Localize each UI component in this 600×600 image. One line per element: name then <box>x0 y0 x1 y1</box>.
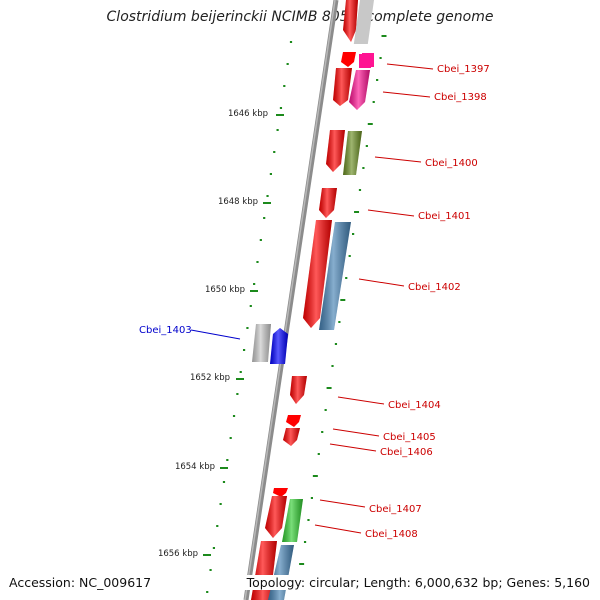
accession-text: Accession: NC_009617 <box>7 575 154 590</box>
gene-cbei-1403[interactable]: Cbei_1403 <box>139 325 288 364</box>
scale-tick-label: 1646 kbp <box>228 109 268 119</box>
gene-cbei-1406[interactable]: Cbei_1406 <box>329 443 433 458</box>
gene-label[interactable]: Cbei_1398 <box>434 92 487 103</box>
gene-label[interactable]: Cbei_1403 <box>139 325 192 336</box>
gene-cbei-1398[interactable]: Cbei_1398 <box>349 70 487 110</box>
scale-tick: 1656 kbp <box>158 549 211 559</box>
gene-label[interactable]: Cbei_1405 <box>383 432 436 443</box>
map-title: Clostridium beijerinckii NCIMB 8052, com… <box>106 9 494 25</box>
gene-cbei-1407[interactable]: Cbei_1407 <box>282 499 422 542</box>
scale-tick: 1652 kbp <box>190 373 244 383</box>
gene-cbei-1405[interactable]: Cbei_1405 <box>332 428 436 443</box>
gene-cbei-1397[interactable]: Cbei_1397 <box>359 54 490 75</box>
gene-cbei-1404[interactable]: Cbei_1404 <box>337 396 441 411</box>
gene-arrow[interactable] <box>333 68 352 106</box>
scale-ticks: 1646 kbp 1648 kbp 1650 kbp 1652 kbp 1654… <box>158 109 284 559</box>
gene-arrow[interactable] <box>353 0 374 44</box>
gene-arrow[interactable] <box>290 376 307 404</box>
scale-tick-label: 1648 kbp <box>218 197 258 207</box>
scale-tick-label: 1650 kbp <box>205 285 245 295</box>
scale-tick: 1648 kbp <box>218 197 271 207</box>
gene-cbei-1400[interactable]: Cbei_1400 <box>343 131 478 175</box>
gene-label[interactable]: Cbei_1402 <box>408 282 461 293</box>
outer-dotted-track <box>297 35 387 587</box>
gene-label[interactable]: Cbei_1397 <box>437 64 490 75</box>
gene-label[interactable]: Cbei_1407 <box>369 504 422 515</box>
gene-arrow[interactable] <box>286 415 301 427</box>
labeled-genes: Cbei_1397 Cbei_1398 Cbei_1400 Cbei_1401 <box>139 54 490 600</box>
gene-label[interactable]: Cbei_1404 <box>388 400 441 411</box>
gene-arrow[interactable] <box>265 496 287 538</box>
gene-cbei-1401[interactable]: Cbei_1401 <box>367 209 471 222</box>
scale-tick: 1650 kbp <box>205 285 258 295</box>
gene-arrow[interactable] <box>273 488 288 497</box>
scale-tick-label: 1654 kbp <box>175 462 215 472</box>
gene-arrow[interactable] <box>303 220 332 328</box>
gene-cbei-1402[interactable]: Cbei_1402 <box>319 222 461 330</box>
gene-arrow[interactable] <box>326 130 345 172</box>
gene-arrow[interactable] <box>343 0 358 42</box>
scale-tick: 1654 kbp <box>175 462 228 472</box>
scale-tick: 1646 kbp <box>228 109 284 119</box>
gene-label[interactable]: Cbei_1408 <box>365 529 418 540</box>
gene-arrow[interactable] <box>252 324 271 362</box>
unlabeled-features <box>251 0 374 600</box>
backbone <box>243 0 339 600</box>
gene-arrow[interactable] <box>319 188 337 218</box>
scale-tick-label: 1652 kbp <box>190 373 230 383</box>
gene-label[interactable]: Cbei_1400 <box>425 158 478 169</box>
inner-dotted-track <box>206 41 293 593</box>
gene-label[interactable]: Cbei_1406 <box>380 447 433 458</box>
scale-tick-label: 1656 kbp <box>158 549 198 559</box>
gene-arrow[interactable] <box>341 52 356 67</box>
gene-arrow[interactable] <box>283 428 300 446</box>
gene-label[interactable]: Cbei_1401 <box>418 211 471 222</box>
genome-summary-text: Topology: circular; Length: 6,000,632 bp… <box>244 575 592 590</box>
